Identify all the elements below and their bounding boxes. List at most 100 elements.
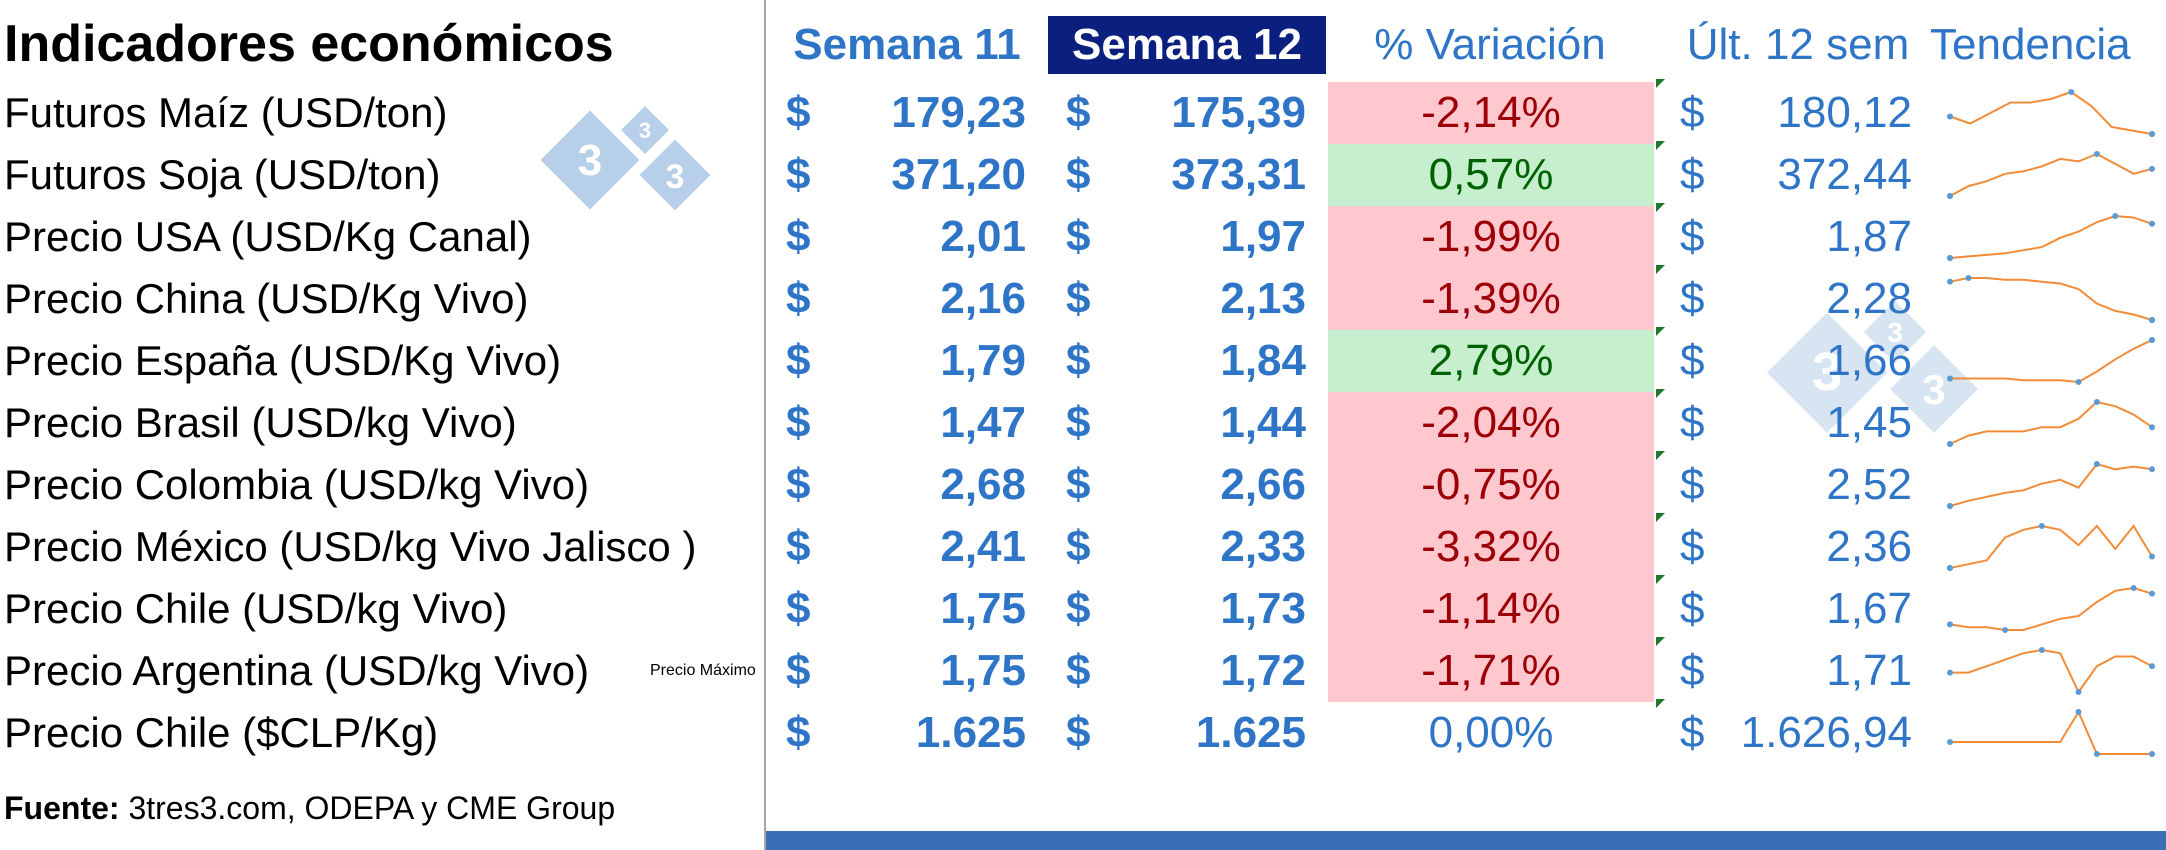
- sparkline-marker: [2149, 220, 2155, 227]
- header-variation: % Variación: [1374, 20, 1606, 69]
- header-trend: Tendencia: [1930, 20, 2131, 69]
- sparkline-marker: [1947, 375, 1953, 382]
- cell-indicator-triangle: [1656, 141, 1665, 150]
- sparkline-path: [1949, 524, 2153, 569]
- sparkline-marker: [2075, 709, 2082, 715]
- row-label: Precio USA (USD/Kg Canal): [4, 213, 532, 260]
- currency-symbol: $: [786, 708, 811, 757]
- currency-symbol: $: [1680, 708, 1705, 757]
- variation-value: 0,00%: [1428, 708, 1554, 757]
- week12-value: 373,31: [1171, 150, 1306, 199]
- cell-indicator-triangle: [1656, 203, 1665, 212]
- currency-symbol: $: [786, 150, 811, 199]
- week11-value: 1.625: [915, 708, 1026, 757]
- sparkline-marker: [2002, 627, 2009, 633]
- currency-symbol: $: [1066, 584, 1091, 633]
- sparkline-marker: [1947, 739, 1953, 745]
- currency-symbol: $: [786, 212, 811, 261]
- currency-symbol: $: [1066, 274, 1091, 323]
- sparkline-marker: [2149, 553, 2155, 560]
- note-max-price: Precio Máximo: [650, 662, 756, 679]
- sparkline-marker: [1965, 275, 1972, 281]
- currency-symbol: $: [1066, 398, 1091, 447]
- sparkline-marker: [1947, 503, 1953, 509]
- week12-value: 2,66: [1220, 460, 1306, 509]
- currency-symbol: $: [1680, 88, 1705, 137]
- row-label: Precio Chile ($CLP/Kg): [4, 709, 439, 756]
- currency-symbol: $: [1680, 274, 1705, 323]
- avg12-value: 2,28: [1826, 274, 1912, 323]
- sparkline-marker: [1947, 621, 1953, 628]
- watermark-digit: 3: [666, 158, 685, 196]
- variation-value: -3,32%: [1328, 516, 1654, 578]
- week11-value: 1,47: [940, 398, 1026, 447]
- sparkline-marker: [2112, 213, 2119, 219]
- sparkline-path: [1949, 462, 2153, 507]
- week11-value: 1,75: [940, 584, 1026, 633]
- sparkline-path: [1950, 648, 2153, 694]
- week12-value: 2,33: [1220, 522, 1306, 571]
- week12-value: 1,73: [1220, 584, 1306, 633]
- trend-sparkline: [1947, 275, 2155, 323]
- week11-value: 1,79: [940, 336, 1026, 385]
- currency-symbol: $: [1680, 584, 1705, 633]
- page-title: Indicadores económicos: [4, 15, 614, 73]
- watermark-digit: 3: [639, 118, 651, 143]
- week11-value: 371,20: [891, 150, 1026, 199]
- variation-value: -1,71%: [1328, 640, 1654, 702]
- currency-symbol: $: [786, 88, 811, 137]
- week12-value: 1,44: [1220, 398, 1306, 447]
- source-label: Fuente:: [4, 790, 120, 826]
- avg12-value: 1,67: [1826, 584, 1912, 633]
- currency-symbol: $: [1066, 460, 1091, 509]
- currency-symbol: $: [1680, 212, 1705, 261]
- trend-sparkline: [1947, 89, 2155, 137]
- sparkline-marker: [1947, 113, 1953, 120]
- sparkline-marker: [2038, 647, 2045, 653]
- sparkline-marker: [2149, 466, 2155, 473]
- currency-symbol: $: [1680, 150, 1705, 199]
- watermark-digit: 3: [1922, 366, 1945, 413]
- avg12-value: 1.626,94: [1740, 708, 1912, 757]
- watermark-digit: 3: [1812, 342, 1842, 402]
- week11-value: 2,41: [940, 522, 1026, 571]
- avg12-value: 372,44: [1777, 150, 1912, 199]
- sparkline-marker: [2149, 424, 2155, 431]
- week12-value: 1,97: [1220, 212, 1306, 261]
- sparkline-path: [1950, 339, 2153, 384]
- sparkline-marker: [2093, 751, 2100, 757]
- currency-symbol: $: [1066, 708, 1091, 757]
- currency-symbol: $: [786, 274, 811, 323]
- row-label: Futuros Maíz (USD/ton): [4, 89, 448, 136]
- variation-value: -1,99%: [1328, 206, 1654, 268]
- source-text: 3tres3.com, ODEPA y CME Group: [119, 790, 616, 826]
- sparkline-marker: [2149, 751, 2155, 757]
- currency-symbol: $: [1680, 336, 1705, 385]
- variation-value: 0,57%: [1328, 144, 1654, 206]
- cell-indicator-triangle: [1656, 327, 1665, 336]
- header-last12: Últ. 12 sem: [1686, 20, 1910, 69]
- week11-value: 179,23: [891, 88, 1026, 137]
- cell-indicator-triangle: [1656, 699, 1665, 708]
- avg12-value: 2,36: [1826, 522, 1912, 571]
- cell-indicator-triangle: [1656, 265, 1665, 274]
- sparkline-path: [1949, 277, 2153, 321]
- currency-symbol: $: [1066, 212, 1091, 261]
- currency-symbol: $: [786, 336, 811, 385]
- week12-value: 1.625: [1195, 708, 1306, 757]
- trend-sparkline: [1947, 709, 2155, 757]
- sparkline-path: [1949, 586, 2153, 631]
- row-label: Futuros Soja (USD/ton): [4, 151, 441, 198]
- week11-value: 2,68: [940, 460, 1026, 509]
- avg12-value: 180,12: [1777, 88, 1912, 137]
- trend-sparkline: [1947, 399, 2155, 447]
- currency-symbol: $: [1680, 522, 1705, 571]
- currency-symbol: $: [786, 398, 811, 447]
- sparkline-marker: [1947, 669, 1953, 676]
- sparkline-marker: [2068, 89, 2075, 95]
- variation-value: -1,39%: [1328, 268, 1654, 330]
- row-label: Precio Brasil (USD/kg Vivo): [4, 399, 517, 446]
- variation-value: -1,14%: [1328, 578, 1654, 640]
- currency-symbol: $: [1680, 460, 1705, 509]
- bottom-bar: [766, 831, 2166, 850]
